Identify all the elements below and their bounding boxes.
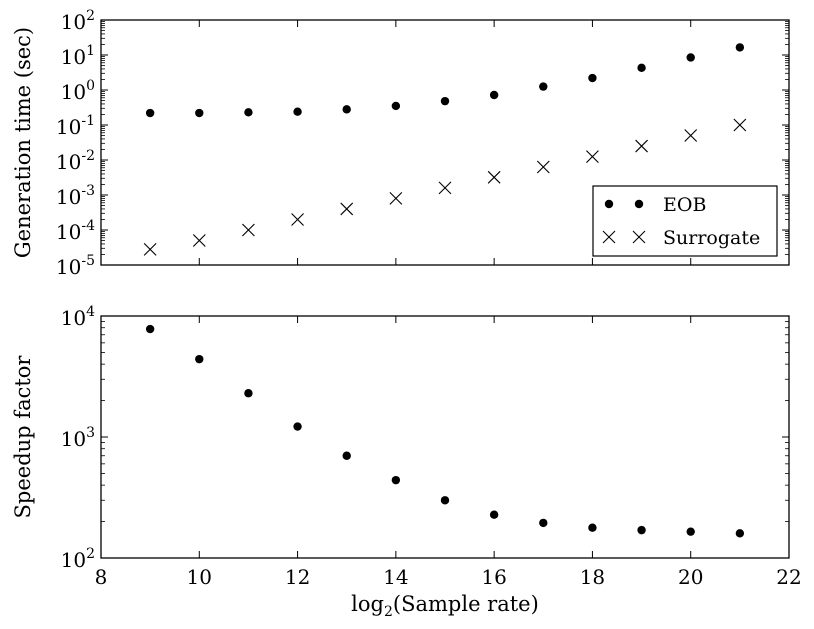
eob-point: [686, 53, 695, 62]
eob-point: [244, 108, 253, 117]
eob-point: [342, 105, 351, 114]
legend-label: EOB: [663, 194, 706, 216]
eob-point: [735, 43, 745, 52]
surrogate-point: [536, 160, 550, 174]
y-tick-label: 102: [61, 546, 95, 572]
surrogate-point: [242, 223, 255, 237]
y-axis-label: Speedup factor: [11, 355, 35, 519]
surrogate-point: [438, 181, 452, 195]
y-tick-label: 10-1: [56, 113, 95, 139]
eob-point: [195, 108, 204, 118]
eob-point: [637, 63, 646, 73]
eob-point: [539, 82, 548, 91]
axes-frame: [100, 315, 790, 559]
y-tick-label: 100: [61, 78, 95, 104]
speedup-point: [588, 523, 597, 532]
surrogate-point: [340, 202, 354, 216]
surrogate-point: [192, 234, 206, 247]
eob-point: [145, 108, 155, 118]
speedup-point: [145, 324, 155, 334]
legend-label: Surrogate: [663, 227, 760, 249]
legend-x-marker: [602, 230, 616, 244]
y-tick-label: 104: [61, 304, 95, 330]
speedup-point: [735, 529, 745, 538]
y-tick-label: 102: [61, 8, 95, 34]
surrogate-point: [291, 213, 304, 226]
speedup-point: [686, 527, 695, 536]
eob-point: [440, 96, 450, 106]
speedup-point: [342, 451, 351, 460]
surrogate-point: [733, 118, 747, 132]
speedup-point: [391, 475, 401, 485]
legend-box: [592, 185, 778, 257]
x-tick-label: 8: [95, 565, 108, 589]
eob-point: [588, 73, 597, 83]
x-tick-label: 18: [580, 565, 605, 589]
speedup-point: [440, 496, 450, 505]
y-tick-label: 10-3: [56, 183, 95, 209]
speedup-point: [195, 354, 204, 364]
speedup-point: [637, 525, 646, 535]
surrogate-point: [586, 150, 599, 163]
eob-point: [293, 107, 302, 116]
surrogate-point: [684, 129, 698, 142]
y-tick-label: 10-4: [56, 218, 95, 244]
x-tick-label: 20: [678, 565, 703, 589]
surrogate-point: [635, 139, 648, 153]
legend-x-marker: [632, 230, 646, 244]
x-tick-label: 12: [285, 565, 310, 589]
eob-point: [489, 90, 499, 100]
surrogate-point: [389, 192, 403, 205]
surrogate-point: [143, 242, 157, 256]
y-axis-label: Generation time (sec): [11, 27, 35, 258]
legend-dot-marker: [634, 199, 644, 209]
x-tick-label: 22: [776, 565, 801, 589]
speedup-point: [293, 422, 302, 431]
y-tick-label: 103: [61, 425, 95, 451]
x-tick-label: 16: [481, 565, 506, 589]
speedup-point: [244, 389, 253, 398]
x-tick-label: 14: [383, 565, 408, 589]
generation-time-panel: 10-5 10-4 10-3 10-2 10-1 100 101 102 Generation …: [11, 8, 790, 279]
x-axis-label: log2(Sample rate): [351, 592, 539, 620]
legend: EOB Surrogate: [592, 185, 778, 257]
surrogate-point: [487, 170, 501, 184]
y-tick-label: 10-2: [56, 148, 95, 174]
speedup-factor-panel: 102 103 104 8 10 12 14 16 18 20 22 Speedup factor lo…: [11, 304, 802, 620]
y-tick-label: 101: [61, 43, 95, 69]
eob-point: [391, 101, 401, 111]
axes-frame: [100, 19, 790, 266]
speedup-point: [489, 510, 499, 519]
speedup-point: [539, 518, 548, 528]
legend-dot-marker: [604, 199, 614, 209]
x-tick-label: 10: [187, 565, 212, 589]
y-tick-label: 10-5: [56, 253, 95, 279]
